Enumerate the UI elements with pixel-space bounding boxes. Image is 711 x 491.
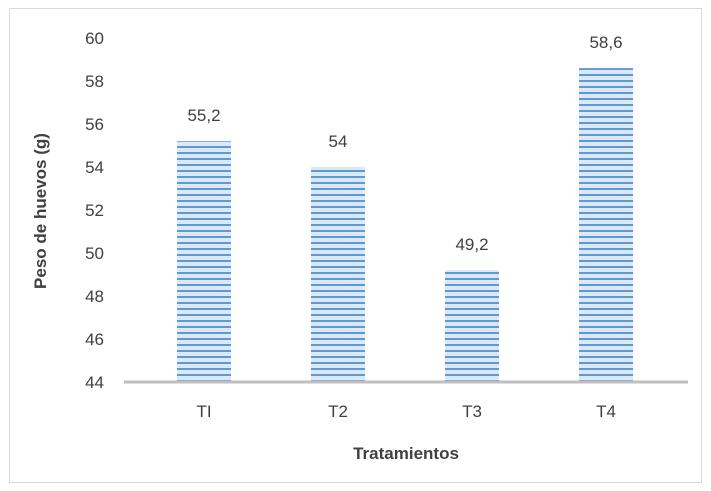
data-label: 55,2 bbox=[187, 106, 220, 125]
x-tick-label: T4 bbox=[596, 402, 616, 421]
y-tick-label: 54 bbox=[85, 158, 104, 177]
data-labels: 55,2 54 49,2 58,6 bbox=[187, 33, 622, 254]
y-tick-label: 50 bbox=[85, 244, 104, 263]
x-axis-tick-labels: TI T2 T3 T4 bbox=[196, 402, 615, 421]
y-tick-label: 44 bbox=[85, 373, 104, 392]
bars bbox=[177, 68, 633, 382]
y-axis-title: Peso de huevos (g) bbox=[31, 133, 50, 289]
y-tick-label: 58 bbox=[85, 72, 104, 91]
y-tick-label: 60 bbox=[85, 29, 104, 48]
bar-t4 bbox=[579, 68, 633, 382]
bar-ti bbox=[177, 141, 231, 382]
x-tick-label: T3 bbox=[462, 402, 482, 421]
bar-t2 bbox=[311, 167, 365, 382]
x-tick-label: T2 bbox=[328, 402, 348, 421]
y-tick-label: 48 bbox=[85, 287, 104, 306]
bar-t3 bbox=[445, 270, 499, 382]
x-axis-title: Tratamientos bbox=[353, 444, 459, 463]
x-tick-label: TI bbox=[196, 402, 211, 421]
data-label: 49,2 bbox=[455, 235, 488, 254]
y-tick-label: 46 bbox=[85, 330, 104, 349]
data-label: 54 bbox=[329, 132, 348, 151]
y-axis-tick-labels: 44 46 48 50 52 54 56 58 60 bbox=[85, 29, 104, 392]
data-label: 58,6 bbox=[589, 33, 622, 52]
y-tick-label: 56 bbox=[85, 115, 104, 134]
y-tick-label: 52 bbox=[85, 201, 104, 220]
